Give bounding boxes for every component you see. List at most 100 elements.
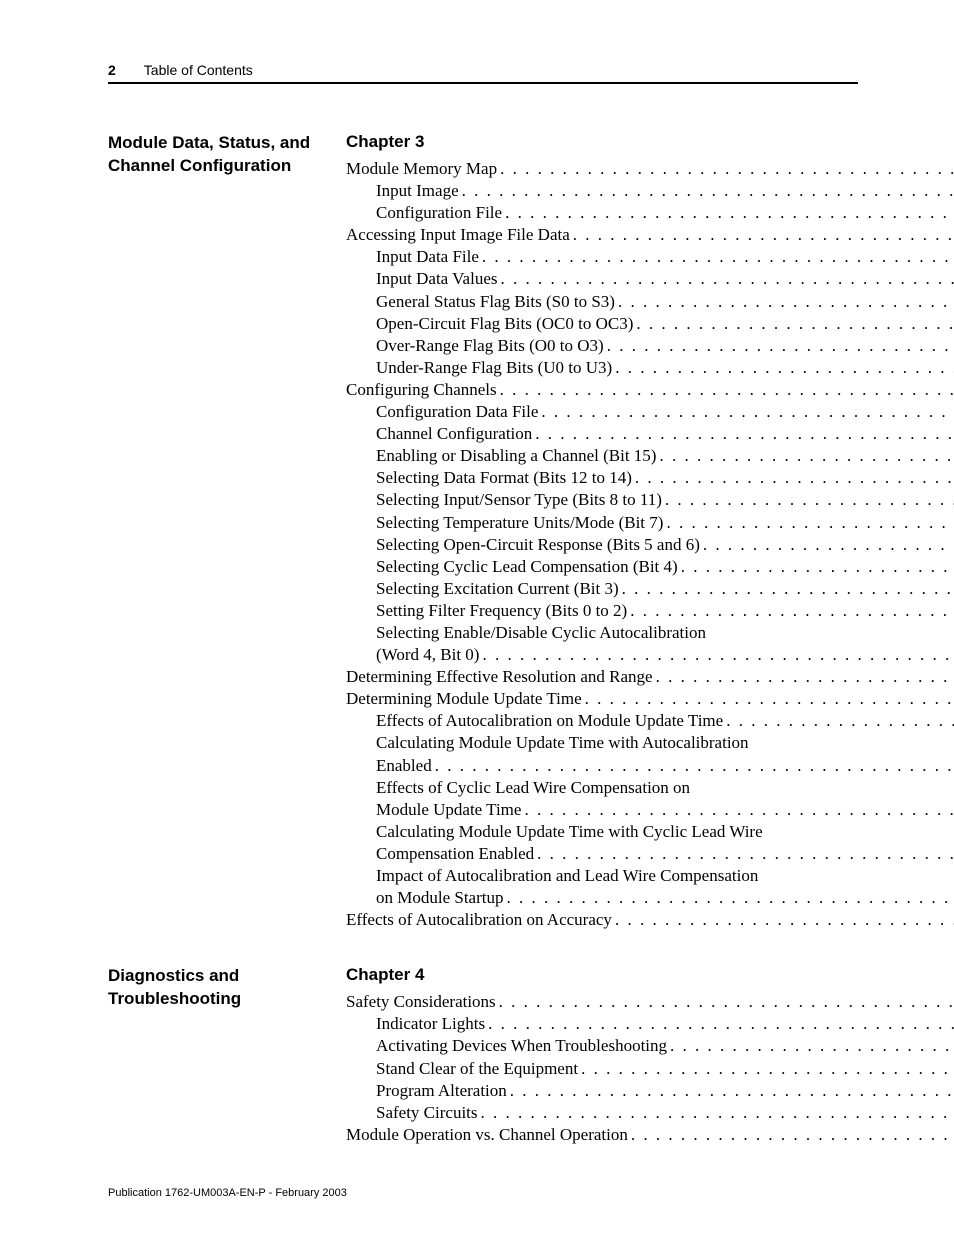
toc-entry[interactable]: General Status Flag Bits (S0 to S3)3-3 [346,291,954,313]
leader-dots [619,578,954,600]
leader-dots [534,843,954,865]
leader-dots [570,224,954,246]
toc-entry[interactable]: Safety Circuits4-2 [346,1102,954,1124]
leader-dots [504,887,954,909]
toc-entry-label: Enabled [376,755,432,777]
toc-entry[interactable]: Module Update Time3-30 [346,799,954,821]
toc-entry[interactable]: Selecting Cyclic Lead Compensation (Bit … [346,556,954,578]
toc-entry-label: Module Update Time [376,799,521,821]
toc-entry[interactable]: on Module Startup3-32 [346,887,954,909]
toc-body: Module Data, Status, and Channel Configu… [108,132,858,1146]
toc-entry[interactable]: Indicator Lights4-1 [346,1013,954,1035]
chapter-entries: Chapter 3 Module Memory Map3-1Input Image… [346,132,954,931]
toc-entry-label: Program Alteration [376,1080,507,1102]
page-container: 2 Table of Contents Module Data, Status,… [0,0,954,1235]
toc-entry[interactable]: Enabling or Disabling a Channel (Bit 15)… [346,445,954,467]
leader-dots [615,291,954,313]
toc-entry-label: General Status Flag Bits (S0 to S3) [376,291,615,313]
toc-entry[interactable]: Effects of Autocalibration on Accuracy3-… [346,909,954,931]
toc-entry-label: Safety Considerations [346,991,496,1013]
toc-entry[interactable]: Configuration Data File3-6 [346,401,954,423]
toc-entry[interactable]: Module Memory Map3-1 [346,158,954,180]
toc-entry-label: Safety Circuits [376,1102,478,1124]
toc-entry-label: on Module Startup [376,887,504,909]
toc-entry-label: Selecting Temperature Units/Mode (Bit 7) [376,512,663,534]
toc-entry-label: Effects of Autocalibration on Module Upd… [376,710,723,732]
toc-entry-label: Configuring Channels [346,379,497,401]
toc-entry[interactable]: Program Alteration4-2 [346,1080,954,1102]
toc-entry-label: Selecting Cyclic Lead Compensation (Bit … [376,556,678,578]
toc-entry: Effects of Cyclic Lead Wire Compensation… [346,777,954,799]
toc-entry[interactable]: Channel Configuration3-7 [346,423,954,445]
toc-entry[interactable]: Activating Devices When Troubleshooting4… [346,1035,954,1057]
toc-entry-label: Module Memory Map [346,158,497,180]
toc-entry[interactable]: Configuring Channels3-5 [346,379,954,401]
toc-entry-label: Compensation Enabled [376,843,534,865]
toc-entry-label: Enabling or Disabling a Channel (Bit 15) [376,445,656,467]
toc-entry[interactable]: Input Image3-2 [346,180,954,202]
toc-entry-label: Activating Devices When Troubleshooting [376,1035,667,1057]
leader-dots [496,991,954,1013]
leader-dots [459,180,954,202]
leader-dots [612,909,954,931]
toc-entry[interactable]: Accessing Input Image File Data3-2 [346,224,954,246]
chapter-block: Diagnostics and TroubleshootingChapter 4… [108,965,858,1146]
toc-entry[interactable]: Over-Range Flag Bits (O0 to O3)3-5 [346,335,954,357]
toc-entry-label: Selecting Excitation Current (Bit 3) [376,578,619,600]
toc-entry[interactable]: Selecting Open-Circuit Response (Bits 5 … [346,534,954,556]
page-number: 2 [108,62,116,78]
toc-entry[interactable]: Effects of Autocalibration on Module Upd… [346,710,954,732]
leader-dots [700,534,954,556]
toc-entry-label: Configuration File [376,202,502,224]
toc-entry-label: Module Operation vs. Channel Operation [346,1124,628,1146]
toc-entry: Calculating Module Update Time with Auto… [346,732,954,754]
toc-entry[interactable]: Enabled3-29 [346,755,954,777]
toc-entry-label: Over-Range Flag Bits (O0 to O3) [376,335,604,357]
toc-entry[interactable]: Determining Effective Resolution and Ran… [346,666,954,688]
toc-entry-label: Selecting Input/Sensor Type (Bits 8 to 1… [376,489,662,511]
leader-dots [678,556,954,578]
leader-dots [723,710,954,732]
toc-entry[interactable]: Input Data Values3-3 [346,268,954,290]
leader-dots [653,666,954,688]
toc-entry[interactable]: Compensation Enabled3-31 [346,843,954,865]
chapter-block: Module Data, Status, and Channel Configu… [108,132,858,931]
toc-entry[interactable]: Stand Clear of the Equipment4-2 [346,1058,954,1080]
toc-entry[interactable]: Input Data File3-3 [346,246,954,268]
leader-dots [578,1058,954,1080]
toc-entry[interactable]: Module Operation vs. Channel Operation4-… [346,1124,954,1146]
toc-entry[interactable]: Setting Filter Frequency (Bits 0 to 2)3-… [346,600,954,622]
leader-dots [478,1102,954,1124]
toc-entry[interactable]: Configuration File3-2 [346,202,954,224]
toc-entry[interactable]: Safety Considerations4-1 [346,991,954,1013]
leader-dots [627,600,954,622]
toc-entry-label: Setting Filter Frequency (Bits 0 to 2) [376,600,627,622]
toc-entry[interactable]: Under-Range Flag Bits (U0 to U3)3-5 [346,357,954,379]
toc-entry[interactable]: Selecting Data Format (Bits 12 to 14)3-9 [346,467,954,489]
toc-entry: Selecting Enable/Disable Cyclic Autocali… [346,622,954,644]
leader-dots [532,423,954,445]
leader-dots [662,489,954,511]
leader-dots [667,1035,954,1057]
section-title: Diagnostics and Troubleshooting [108,965,346,1011]
toc-entry[interactable]: Selecting Temperature Units/Mode (Bit 7)… [346,512,954,534]
toc-entry-label: Determining Module Update Time [346,688,582,710]
toc-entry[interactable]: Open-Circuit Flag Bits (OC0 to OC3)3-4 [346,313,954,335]
toc-entry-label: Under-Range Flag Bits (U0 to U3) [376,357,612,379]
toc-entry-label: Selecting Data Format (Bits 12 to 14) [376,467,632,489]
leader-dots [521,799,954,821]
toc-entry[interactable]: Determining Module Update Time3-27 [346,688,954,710]
toc-entry-label: Stand Clear of the Equipment [376,1058,578,1080]
toc-entry[interactable]: Selecting Excitation Current (Bit 3)3-16 [346,578,954,600]
toc-entry-label: Configuration Data File [376,401,538,423]
toc-entry-label: Input Data File [376,246,479,268]
leader-dots [604,335,954,357]
publication-footer: Publication 1762-UM003A-EN-P - February … [108,1187,347,1199]
leader-dots [633,313,954,335]
toc-entry[interactable]: (Word 4, Bit 0)3-20 [346,644,954,666]
section-title: Module Data, Status, and Channel Configu… [108,132,346,178]
toc-entry[interactable]: Selecting Input/Sensor Type (Bits 8 to 1… [346,489,954,511]
chapter-label: Chapter 3 [346,132,954,152]
leader-dots [663,512,954,534]
toc-entry: Calculating Module Update Time with Cycl… [346,821,954,843]
